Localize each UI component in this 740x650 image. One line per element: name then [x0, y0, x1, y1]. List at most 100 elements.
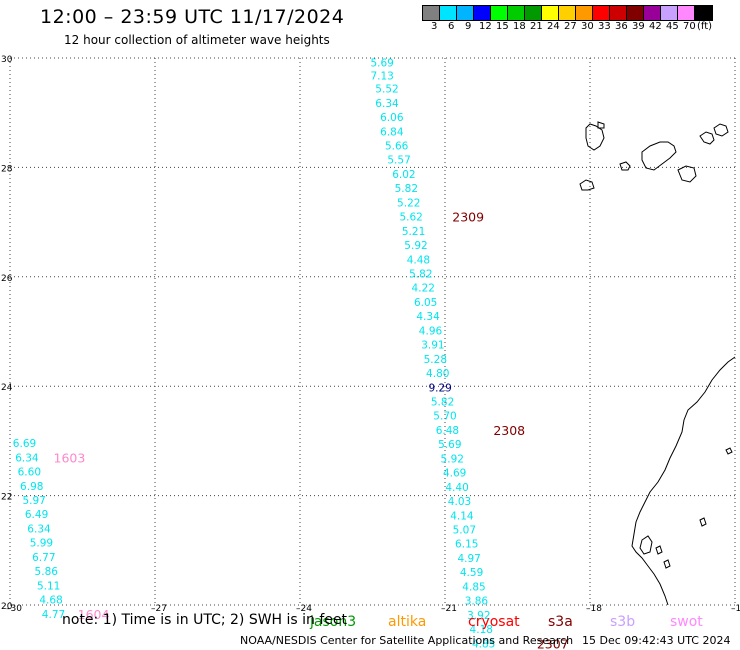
coastline: [725, 447, 733, 455]
wave-height-value: 6.48: [436, 425, 459, 437]
legend-swatch: [542, 6, 559, 20]
wave-height-value: 6.34: [27, 523, 51, 535]
wave-height-value: 4.97: [457, 553, 480, 565]
lat-tick-label: 30: [1, 55, 13, 65]
wave-height-value: 5.92: [441, 453, 464, 465]
wave-height-value: 4.85: [462, 581, 485, 593]
wave-height-value: 4.77: [42, 609, 65, 621]
color-legend: [422, 5, 713, 21]
track-time-label: 1604: [78, 607, 110, 622]
legend-swatch: [559, 6, 576, 20]
legend-swatch: [644, 6, 661, 20]
footer-generated-time: 15 Dec 09:42:43 UTC 2024: [582, 634, 731, 647]
wave-height-value: 4.34: [416, 311, 440, 323]
wave-height-value: 5.66: [385, 141, 409, 153]
wave-height-value: 6.02: [392, 169, 415, 181]
coastline: [597, 121, 605, 129]
wave-height-value: 3.91: [421, 340, 444, 352]
wave-height-value: 5.97: [22, 495, 45, 507]
wave-height-value: 4.85: [472, 638, 495, 650]
wave-height-value: 5.82: [409, 269, 432, 281]
wave-height-value: 5.62: [399, 212, 422, 224]
wave-height-value: 5.22: [397, 197, 420, 209]
legend-label: 6: [448, 21, 455, 32]
track-time-label: 2309: [452, 210, 484, 225]
wave-height-value: 3.92: [467, 610, 490, 622]
legend-swatch: [491, 6, 508, 20]
wave-height-value: 4.03: [448, 496, 471, 508]
coastline: [641, 141, 677, 171]
wave-height-value: 6.15: [455, 539, 478, 551]
legend-swatch: [576, 6, 593, 20]
legend-label: 12: [479, 21, 492, 32]
wave-height-value: 5.07: [453, 525, 476, 537]
lat-tick-label: 24: [1, 383, 13, 393]
satellite-legend-s3b: s3b: [610, 614, 635, 630]
coastline: [677, 165, 697, 183]
legend-label: 30: [581, 21, 594, 32]
wave-height-value: 5.69: [370, 57, 393, 69]
wave-height-value: 5.52: [375, 84, 398, 96]
legend-label: 24: [547, 21, 560, 32]
satellite-legend-swot: swot: [670, 614, 703, 630]
legend-label: 3: [431, 21, 438, 32]
wave-height-value: 6.84: [380, 126, 404, 138]
legend-label: 15: [496, 21, 509, 32]
wave-height-value: 5.82: [431, 397, 454, 409]
lon-tick-label: –24: [296, 604, 312, 614]
lat-tick-label: 20: [1, 602, 13, 612]
wave-observations: 5.69 7.135.52 6.34 6.06 6.84 5.66 5.57 6.02 5.82…: [13, 57, 496, 650]
wave-height-value: 6.34: [15, 452, 39, 464]
track-time-labels: 230923082307230616031604: [54, 210, 569, 650]
wave-height-value: 5.99: [30, 538, 53, 550]
legend-swatch: [593, 6, 610, 20]
legend-label: 70: [683, 21, 696, 32]
wave-height-value: 6.06: [380, 112, 404, 124]
wave-height-value: 3.86: [465, 596, 489, 608]
wave-height-value: 4.48: [407, 254, 430, 266]
footer-credit: NOAA/NESDIS Center for Satellite Applica…: [240, 634, 574, 647]
coastline: [699, 517, 707, 527]
lon-tick-label: –18: [586, 604, 602, 614]
wave-height-value: 4.68: [39, 595, 62, 607]
legend-swatch: [423, 6, 440, 20]
track-time-label: 2307: [537, 636, 569, 650]
legend-swatch: [610, 6, 627, 20]
legend-swatch: [678, 6, 695, 20]
wave-height-value: 5.92: [404, 240, 427, 252]
wave-height-value: 5.69: [438, 439, 461, 451]
legend-label: 9: [465, 21, 472, 32]
satellite-legend-jason3: jason3: [309, 614, 356, 630]
satellite-legend-altika: altika: [388, 614, 426, 630]
lon-tick-label: –30: [6, 604, 22, 614]
axis-ticks: –30 –27 –24 –21 –18 –15 30 28 26 24 22 20: [1, 55, 740, 614]
wave-height-value: 5.57: [387, 155, 410, 167]
legend-swatch: [440, 6, 457, 20]
legend-swatch: [525, 6, 542, 20]
wave-height-value: 4.80: [426, 368, 449, 380]
footer-note: note: 1) Time is in UTC; 2) SWH is in fe…: [62, 612, 348, 628]
wave-height-value: 9.29: [428, 382, 451, 394]
legend-swatch: [508, 6, 525, 20]
wave-height-value: 4.22: [412, 283, 435, 295]
wave-height-value: 6.49: [25, 509, 48, 521]
satellite-legend-cryosat: cryosat: [468, 614, 520, 630]
page-subtitle: 12 hour collection of altimeter wave hei…: [64, 33, 330, 47]
lat-tick-label: 28: [1, 164, 13, 174]
wave-height-value: 4.18: [470, 624, 493, 636]
satellite-legend: jason3 altika cryosat s3a s3b swot: [309, 614, 703, 630]
coastline: [713, 123, 729, 137]
coastline: [619, 161, 631, 171]
lat-tick-label: 26: [1, 274, 13, 284]
wave-height-value: 6.77: [32, 552, 55, 564]
legend-label: 33: [598, 21, 611, 32]
wave-height-value: 5.86: [35, 566, 59, 578]
lon-tick-label: –21: [441, 604, 457, 614]
page-title: 12:00 – 23:59 UTC 11/17/2024: [40, 6, 345, 28]
wave-height-value: 6.69: [13, 438, 36, 450]
wave-height-value: 4.40: [445, 482, 468, 494]
lat-tick-label: 22: [1, 493, 12, 503]
wave-height-value: 5.28: [424, 354, 447, 366]
coastlines: [579, 121, 736, 606]
